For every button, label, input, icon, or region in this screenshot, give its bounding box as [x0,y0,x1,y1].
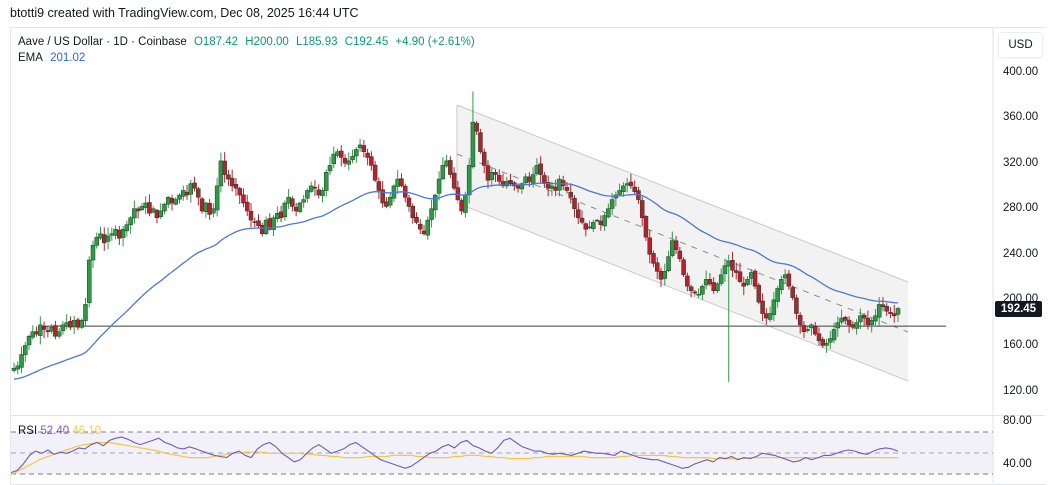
price-tick: 120.00 [1003,385,1039,397]
rsi-value: 52.40 [40,425,70,437]
ema-label: EMA [18,52,43,64]
rsi-tick: 80.00 [1003,415,1032,427]
price-tick: 320.00 [1003,157,1039,169]
open-value: O187.42 [193,36,239,48]
price-tick: 280.00 [1003,202,1039,214]
change-value: +4.90 (+2.61%) [395,36,475,48]
ema-line [13,182,899,380]
rsi-label: RSI [18,425,38,437]
rsi-tick: 40.00 [1003,458,1032,470]
last-price-tag: 192.45 [995,301,1042,317]
ema-value: 201.02 [50,52,86,64]
price-tick: 360.00 [1003,111,1039,123]
close-value: C192.45 [344,36,389,48]
chart-legend: Aave / US Dollar · 1D · Coinbase O187.42… [18,34,479,66]
high-value: H200.00 [245,36,289,48]
price-tick: 240.00 [1003,248,1039,260]
rsi-legend: RSI 52.40 46.10 [18,425,101,437]
low-value: L185.93 [295,36,338,48]
price-tick: 160.00 [1003,339,1039,351]
chart-credit: btotti9 created with TradingView.com, De… [10,6,359,20]
symbol-label: Aave / US Dollar · 1D · Coinbase [18,36,187,48]
rsi-ma-value: 46.10 [72,425,102,437]
price-tick: 400.00 [1003,66,1039,78]
currency-button[interactable]: USD [998,32,1043,58]
